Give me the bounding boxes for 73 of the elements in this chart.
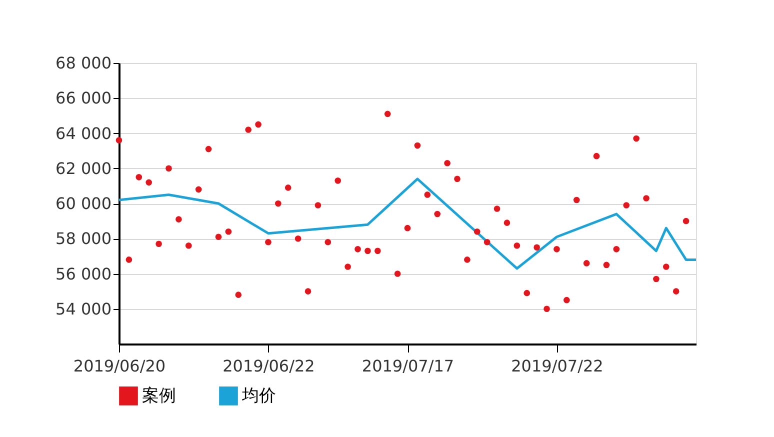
point: [374, 248, 381, 254]
y-tick-label: 56 000: [56, 264, 112, 284]
point: [245, 126, 252, 133]
legend-label: 案例: [142, 386, 176, 406]
point: [195, 186, 202, 193]
point: [672, 288, 680, 294]
point: [294, 235, 302, 242]
point: [414, 142, 421, 149]
point: [484, 238, 490, 246]
x-tick-label: 2019/06/20: [73, 356, 166, 376]
point: [344, 264, 351, 270]
point: [534, 244, 540, 251]
point: [593, 152, 600, 160]
point: [304, 288, 312, 294]
point: [554, 246, 560, 252]
point: [524, 290, 530, 296]
point: [146, 179, 152, 186]
point: [504, 220, 510, 226]
point: [334, 178, 342, 184]
y-tick-label: 62 000: [56, 158, 112, 178]
point: [354, 246, 361, 252]
point: [255, 121, 262, 128]
point: [275, 200, 282, 207]
point: [653, 276, 660, 282]
point: [225, 228, 232, 235]
point: [176, 216, 182, 222]
point: [682, 218, 690, 224]
point: [324, 238, 332, 246]
point: [265, 238, 272, 246]
point: [284, 184, 292, 191]
point: [564, 296, 570, 304]
point: [583, 260, 590, 266]
point: [394, 270, 401, 277]
point: [404, 224, 411, 232]
y-tick-label: 64 000: [56, 124, 112, 143]
point: [156, 240, 162, 248]
point: [494, 206, 500, 212]
point: [444, 160, 450, 166]
point: [643, 195, 650, 202]
point: [314, 202, 322, 208]
point: [623, 202, 630, 208]
point: [613, 246, 620, 252]
point: [424, 192, 431, 198]
x-tick-label: 2019/07/17: [362, 356, 454, 376]
x-tick-label: 2019/06/22: [222, 356, 315, 376]
point: [603, 262, 610, 268]
point: [205, 146, 212, 152]
point: [573, 196, 580, 204]
point: [514, 242, 520, 249]
y-tick-label: 68 000: [56, 54, 112, 72]
point: [454, 176, 460, 182]
y-tick-label: 58 000: [56, 229, 112, 248]
point: [185, 242, 192, 249]
y-tick-label: 66 000: [56, 88, 112, 108]
point: [464, 256, 470, 263]
point: [116, 137, 122, 144]
line-series: [118, 178, 698, 270]
point: [136, 174, 142, 180]
point: [126, 256, 132, 263]
point: [384, 110, 391, 118]
legend-label: 均价: [241, 386, 276, 406]
point: [215, 234, 222, 240]
point: [166, 165, 172, 172]
point: [235, 292, 242, 298]
y-tick-label: 54 000: [56, 299, 112, 318]
x-tick-label: 2019/07/22: [511, 356, 604, 376]
y-tick-label: 60 000: [56, 194, 112, 213]
point: [434, 210, 441, 218]
point: [474, 228, 480, 235]
point: [364, 248, 371, 254]
point: [544, 306, 550, 312]
point: [662, 264, 670, 270]
point: [633, 135, 640, 142]
